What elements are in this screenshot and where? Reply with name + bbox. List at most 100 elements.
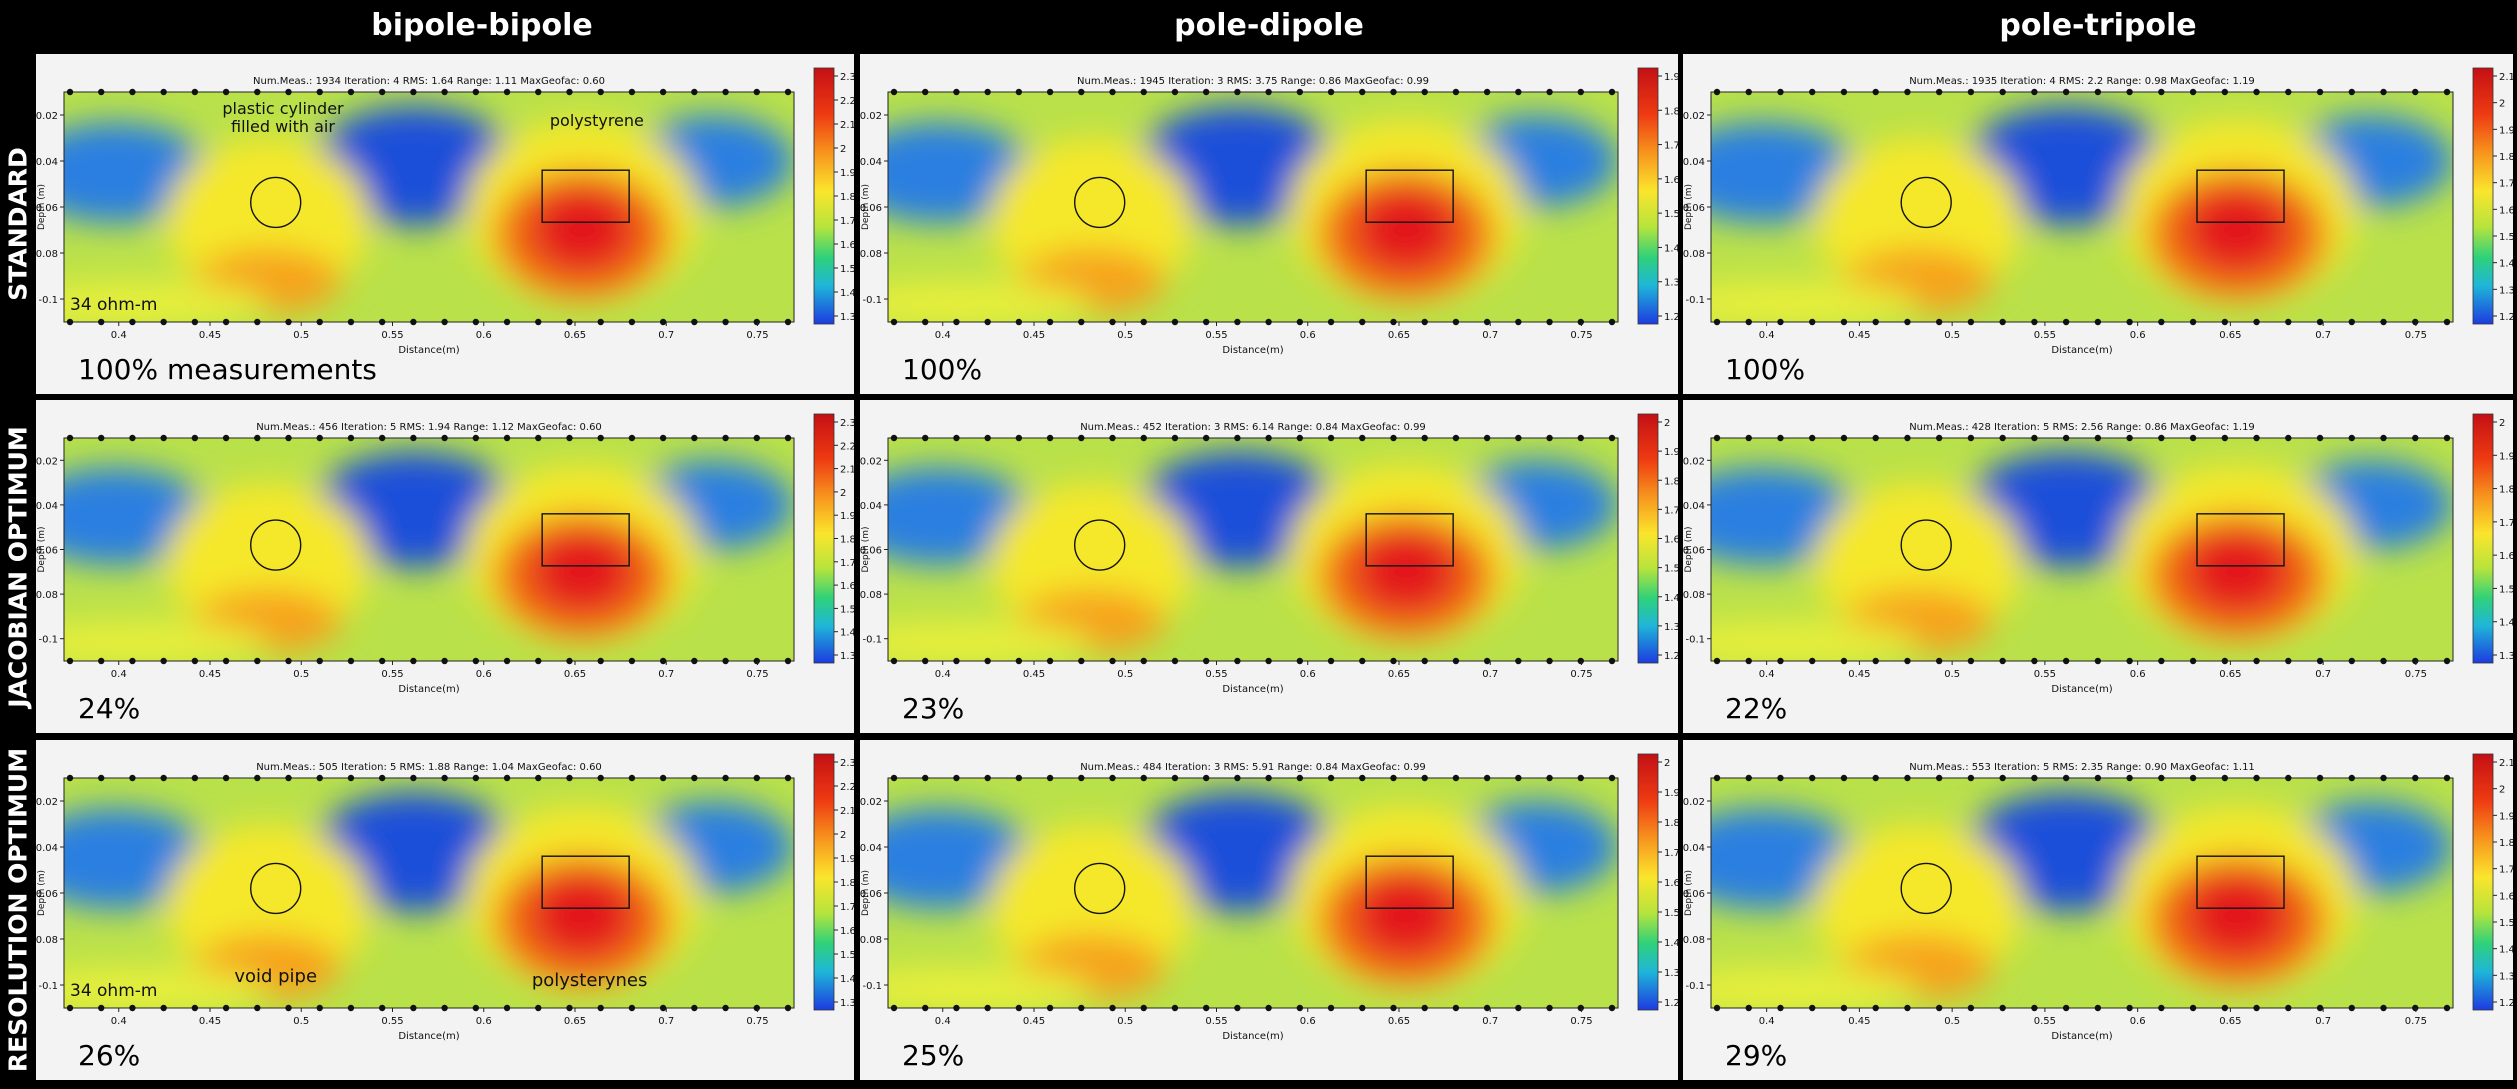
colorbar-tick-label: 1.8 [840,535,854,546]
electrode [1483,1004,1491,1012]
electrode [2031,434,2038,442]
electrode [784,1004,792,1012]
electrode [2443,434,2451,442]
electrode [160,318,167,326]
colorbar-tick-label: 1.4 [2499,259,2513,270]
electrode [1745,88,1752,96]
colorbar-tick-label: 1.2 [1664,651,1678,662]
electrode [1109,434,1116,442]
electrode [503,88,511,96]
electrode [1872,774,1879,782]
x-tick-label: 0.5 [1944,1016,1960,1027]
electrode [1840,88,1848,96]
electrode [566,774,573,782]
electrode [2380,1004,2387,1012]
electrode [1421,318,1428,326]
electrode [1452,774,1460,782]
electrode [628,318,636,326]
electrode [922,657,929,665]
electrode [2412,657,2419,665]
electrode [1872,1004,1879,1012]
high-resistivity-zone [531,531,634,612]
y-tick-label: -0.04 [36,501,58,512]
colorbar-tick-label: 1.7 [1664,505,1678,516]
x-tick-label: 0.55 [381,330,403,341]
electrode [66,434,74,442]
electrode [2285,434,2292,442]
x-tick-label: 0.55 [1205,330,1227,341]
electrode [285,774,292,782]
column-title-pole-tripole: pole-tripole [1999,8,2197,43]
electrode [784,657,792,665]
x-tick-label: 0.45 [199,1016,221,1027]
high-resistivity-zone [1355,531,1458,612]
electrode [1999,657,2006,665]
polystyrene-outline [1365,855,1454,909]
colorbar-tick-label: 1.5 [1664,209,1678,220]
electrode [2094,434,2102,442]
electrode [1546,88,1553,96]
x-tick-label: 0.5 [1117,1016,1133,1027]
colorbar-tick-label: 1.9 [1664,72,1678,83]
electrode [472,774,480,782]
colorbar-tick-label: 1.3 [840,312,854,323]
electrode [254,88,261,96]
stats-header: Num.Meas.: 456 Iteration: 5 RMS: 1.94 Ra… [256,422,602,433]
colorbar-tick-label: 1.8 [1664,106,1678,117]
electrode [659,657,667,665]
electrode [129,318,136,326]
electrode [1546,318,1553,326]
electrode [1967,657,1975,665]
electrode [1015,434,1023,442]
electrode [347,657,355,665]
colorbar-tick-label: 2.1 [2499,72,2513,83]
x-axis-label: Distance(m) [2051,345,2112,356]
electrode [2158,1004,2165,1012]
colorbar-tick-label: 1.4 [840,974,854,985]
heatmap-chart: Num.Meas.: 452 Iteration: 3 RMS: 6.14 Ra… [860,413,1678,695]
electrode [66,1004,74,1012]
electrode [691,434,698,442]
colorbar-tick-label: 1.2 [1664,312,1678,323]
electrode [1577,434,1584,442]
moderate-zone [1711,620,1919,661]
electrode [98,774,105,782]
annotation-ohm: 34 ohm-m [70,295,157,315]
colorbar-tick-label: 1.7 [2499,179,2513,190]
electrode [347,774,355,782]
electrode [597,657,604,665]
electrode [984,434,991,442]
electrode [2062,774,2070,782]
electrode [2189,318,2197,326]
colorbar-tick-label: 1.2 [1664,998,1678,1009]
electrode [222,318,230,326]
electrode [1935,318,1943,326]
percent-label: 100% [902,353,983,386]
colorbar-tick-label: 2 [840,144,846,155]
electrode [1327,774,1335,782]
y-tick-label: -0.06 [860,889,882,900]
electrode [2158,657,2165,665]
colorbar-tick-label: 1.7 [2499,518,2513,529]
electrode [984,774,991,782]
electrode [129,657,136,665]
electrode [1967,434,1975,442]
electrode [503,774,511,782]
electrode [659,434,667,442]
electrode [2380,88,2387,96]
electrode [410,774,417,782]
colorbar-tick-label: 2.3 [840,72,854,83]
electrode [1234,434,1241,442]
electrode [628,657,636,665]
electrode [1745,1004,1752,1012]
electrode [722,657,729,665]
electrode [1296,318,1304,326]
y-tick-label: -0.1 [862,635,882,646]
electrode [1452,434,1460,442]
x-tick-label: 0.7 [658,330,674,341]
electrode [1359,434,1366,442]
x-tick-label: 0.5 [1117,330,1133,341]
electrode [2189,774,2197,782]
electrode [316,657,323,665]
electrode [953,774,960,782]
